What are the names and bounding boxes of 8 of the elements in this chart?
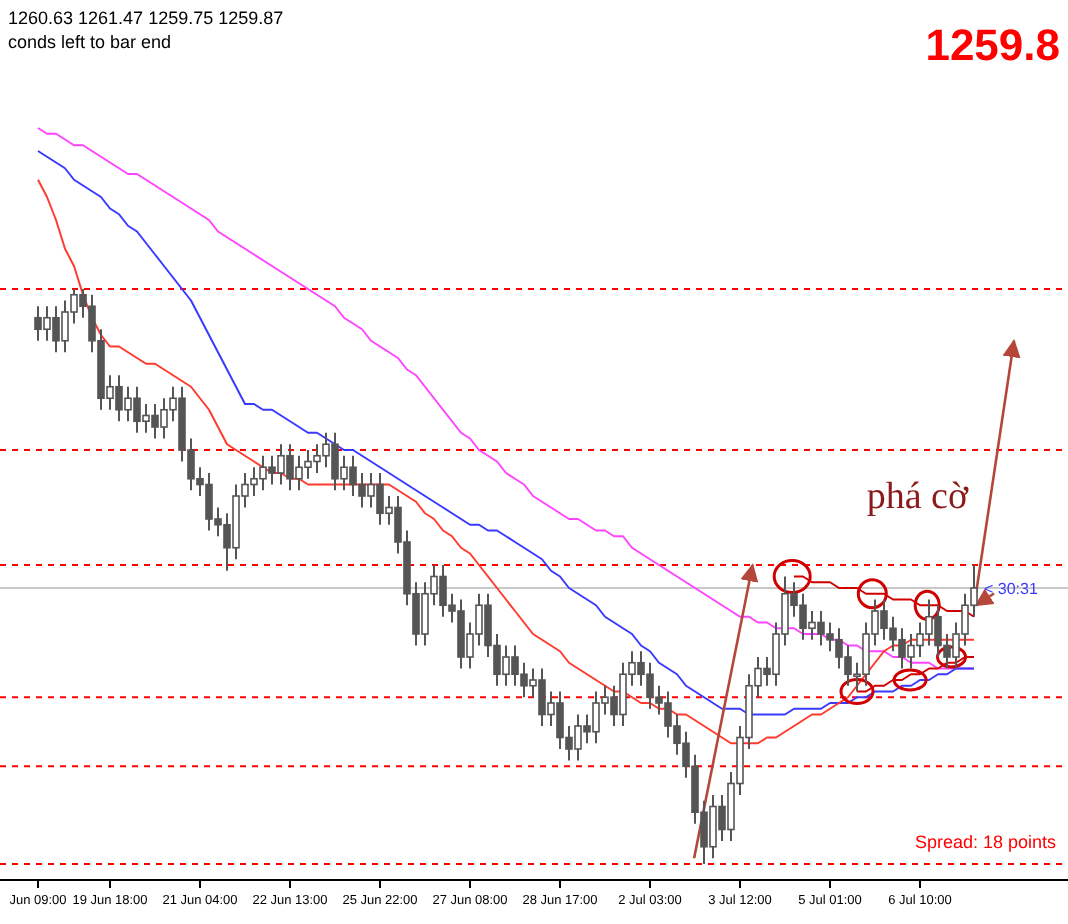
text: 1259.8: [925, 20, 1060, 70]
text: 1260.63 1261.47 1259.75 1259.87: [8, 8, 284, 28]
annotation: phá cờ: [866, 475, 970, 518]
text: conds left to bar end: [8, 32, 172, 52]
annotation: Spread: 18 points: [914, 832, 1057, 852]
point: [856, 578, 888, 610]
text: < 30:31: [984, 580, 1039, 598]
point: [839, 678, 875, 705]
